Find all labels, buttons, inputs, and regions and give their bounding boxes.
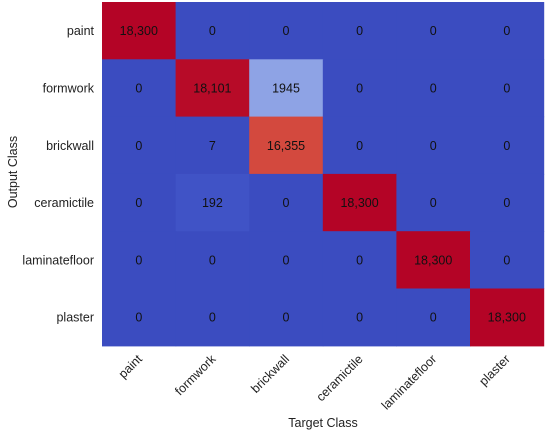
heatmap-cell [175, 59, 250, 118]
heatmap-cell [102, 231, 177, 290]
heatmap-cell [249, 288, 324, 347]
cell-value-label: 18,101 [193, 81, 231, 95]
heatmap-cell [102, 288, 177, 347]
cell-value-label: 0 [503, 196, 510, 210]
heatmap-cell [470, 116, 545, 175]
heatmap-cell [175, 231, 250, 290]
y-tick-label: paint [67, 24, 95, 38]
heatmap-cell [470, 59, 545, 118]
cell-value-label: 1945 [272, 81, 300, 95]
cell-value-label: 0 [430, 311, 437, 325]
cell-value-label: 0 [430, 196, 437, 210]
cell-value-label: 0 [356, 24, 363, 38]
x-axis-tick-labels: paint formwork brickwall ceramictile laminat… [116, 352, 513, 413]
x-tick-label: formwork [172, 352, 219, 399]
x-tick-label: plaster [476, 352, 512, 388]
cell-value-label: 0 [135, 311, 142, 325]
heatmap-cell [249, 231, 324, 290]
cell-value-label: 0 [503, 253, 510, 267]
cell-value-label: 0 [356, 311, 363, 325]
heatmap-cell [249, 59, 324, 118]
cell-value-label: 0 [503, 24, 510, 38]
cell-value-label: 0 [209, 311, 216, 325]
heatmap-cell [470, 288, 545, 347]
y-tick-label: formwork [43, 81, 95, 95]
heatmap-cell [322, 173, 397, 232]
heatmap-cell [322, 59, 397, 118]
cell-value-label: 0 [283, 253, 290, 267]
heatmap-cell [396, 116, 471, 175]
cell-value-label: 7 [209, 139, 216, 153]
heatmap-cell [249, 116, 324, 175]
x-axis-title: Target Class [288, 416, 357, 430]
cell-value-label: 0 [356, 253, 363, 267]
x-tick-label: laminatefloor [379, 352, 440, 413]
cell-value-label: 0 [209, 253, 216, 267]
heatmap-cells [102, 2, 545, 347]
heatmap-cell [102, 116, 177, 175]
cell-value-label: 0 [135, 81, 142, 95]
cell-value-label: 18,300 [340, 196, 378, 210]
heatmap-cell [470, 231, 545, 290]
y-tick-label: plaster [56, 311, 94, 325]
heatmap-cell [102, 59, 177, 118]
y-tick-label: ceramictile [34, 196, 94, 210]
cell-value-label: 0 [503, 139, 510, 153]
heatmap-cell [175, 173, 250, 232]
cell-value-label: 0 [135, 196, 142, 210]
cell-value-label: 0 [430, 139, 437, 153]
y-tick-label: brickwall [46, 139, 94, 153]
heatmap-cell [249, 173, 324, 232]
heatmap-cell [322, 288, 397, 347]
heatmap-cell [322, 116, 397, 175]
x-tick-label: paint [116, 352, 145, 381]
cell-value-label: 0 [135, 139, 142, 153]
cell-value-label: 0 [135, 253, 142, 267]
heatmap-cell [396, 288, 471, 347]
heatmap-cell [396, 173, 471, 232]
heatmap-cell [396, 2, 471, 60]
cell-value-label: 16,355 [267, 139, 305, 153]
heatmap-cell [102, 173, 177, 232]
heatmap-cell-labels: 18,300 0 0 0 0 0 0 18,101 1945 0 0 0 0 7 16,355 0 0 0 0 192… [120, 24, 526, 325]
cell-value-label: 0 [356, 139, 363, 153]
cell-value-label: 0 [430, 81, 437, 95]
x-tick-label: brickwall [248, 352, 292, 396]
cell-value-label: 0 [430, 24, 437, 38]
cell-value-label: 0 [283, 24, 290, 38]
heatmap-cell [175, 288, 250, 347]
heatmap-cell [249, 2, 324, 60]
cell-value-label: 0 [356, 81, 363, 95]
cell-value-label: 18,300 [120, 24, 158, 38]
y-axis-tick-labels: paint formwork brickwall ceramictile laminat… [22, 24, 94, 325]
cell-value-label: 0 [503, 81, 510, 95]
heatmap-cell [470, 2, 545, 60]
cell-value-label: 0 [283, 196, 290, 210]
y-tick-label: laminatefloor [22, 253, 94, 267]
heatmap-cell [175, 2, 250, 60]
heatmap-cell [322, 231, 397, 290]
cell-value-label: 0 [209, 24, 216, 38]
heatmap-cell [396, 59, 471, 118]
heatmap-cell [102, 2, 177, 60]
heatmap-cell [175, 116, 250, 175]
heatmap-cell [470, 173, 545, 232]
cell-value-label: 0 [283, 311, 290, 325]
cell-value-label: 192 [202, 196, 223, 210]
heatmap-cell [322, 2, 397, 60]
cell-value-label: 18,300 [414, 253, 452, 267]
x-tick-label: ceramictile [314, 352, 366, 404]
cell-value-label: 18,300 [488, 311, 526, 325]
y-axis-title: Output Class [6, 136, 20, 208]
heatmap-cell [396, 231, 471, 290]
